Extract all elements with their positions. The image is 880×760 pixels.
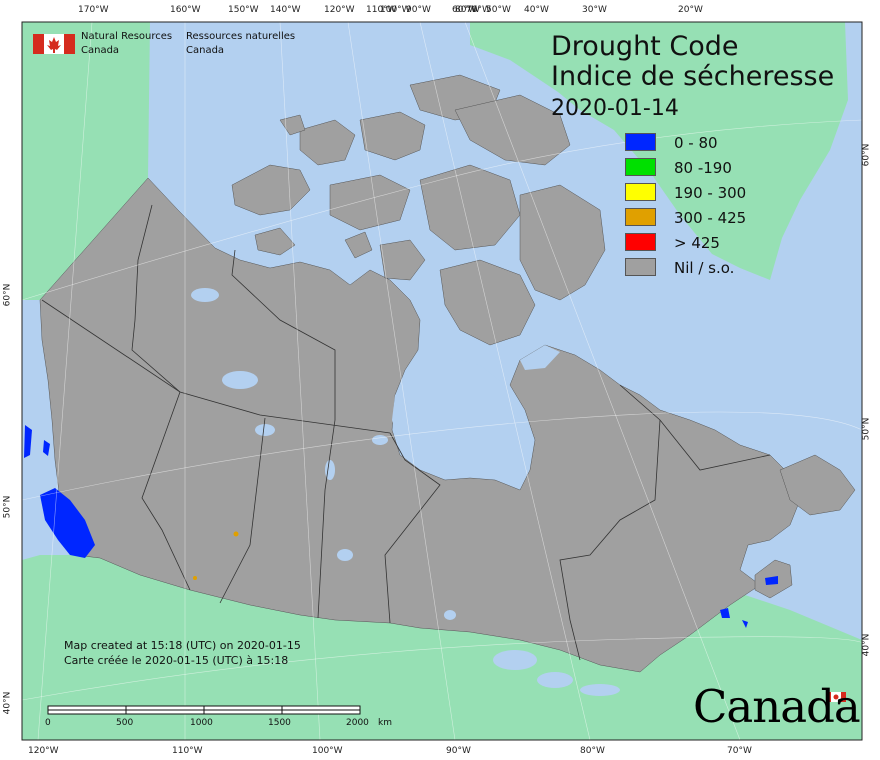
agency-english-line2: Canada	[81, 45, 120, 56]
canada-wordmark: Canada	[693, 680, 861, 733]
legend-item: > 425	[625, 233, 825, 253]
legend-label: 0 - 80	[674, 134, 718, 152]
drought-spot	[193, 576, 197, 580]
legend-label: 80 -190	[674, 159, 732, 177]
map-title: Drought Code Indice de sécheresse 2020-0…	[551, 32, 834, 124]
water-bodies	[191, 288, 620, 696]
top-longitude-label: 70°W	[466, 5, 491, 15]
top-longitude-label: 120°W	[324, 5, 355, 15]
usa-land	[22, 555, 862, 740]
top-longitude-label: 30°W	[582, 5, 607, 15]
borders	[41, 204, 771, 661]
bottom-longitude-label: 100°W	[312, 746, 343, 756]
top-longitude-label: 80°W	[455, 5, 480, 15]
canada-mainland	[39, 177, 801, 673]
top-longitude-label: 110°W	[366, 5, 397, 15]
legend-swatch	[625, 208, 656, 226]
greenland-land	[470, 22, 848, 280]
legend-label: > 425	[674, 234, 720, 252]
legend-label: Nil / s.o.	[674, 259, 735, 277]
scale-label: 2000	[346, 718, 369, 728]
legend-item: 300 - 425	[625, 208, 825, 228]
scale-label: 500	[116, 718, 134, 728]
top-longitude-label: 140°W	[270, 5, 301, 15]
drought-spot	[233, 531, 239, 537]
bottom-longitude-label: 70°W	[727, 746, 752, 756]
map-date: 2020-01-14	[551, 96, 679, 121]
top-longitude-label: 40°W	[524, 5, 549, 15]
top-longitude-label: 150°W	[228, 5, 259, 15]
alaska-land	[22, 22, 150, 300]
legend-swatch	[625, 258, 656, 276]
drought-class-0-80	[24, 425, 778, 628]
map-credit: Map created at 15:18 (UTC) on 2020-01-15…	[64, 638, 301, 668]
legend-label: 190 - 300	[674, 184, 747, 202]
bottom-longitude-label: 80°W	[580, 746, 605, 756]
legend-label: 300 - 425	[674, 209, 747, 227]
wordmark-flag-icon	[826, 692, 846, 702]
bottom-longitude-label: 110°W	[172, 746, 203, 756]
agency-french-line1: Ressources naturelles	[186, 31, 296, 42]
map-frame	[21, 21, 863, 741]
legend-swatch	[625, 158, 656, 176]
title-english: Drought Code	[551, 31, 739, 62]
top-longitude-label: 160°W	[170, 5, 201, 15]
left-latitude-label: 40°N	[2, 691, 13, 715]
left-latitude-label: 60°N	[2, 283, 13, 307]
canada-flag-icon	[33, 34, 75, 54]
scale-unit: km	[378, 718, 392, 728]
top-longitude-label: 100°W	[380, 5, 411, 15]
legend-swatch	[625, 133, 656, 151]
credit-english: Map created at 15:18 (UTC) on 2020-01-15	[64, 639, 301, 652]
bottom-longitude-label: 120°W	[28, 746, 59, 756]
top-longitude-label: 20°W	[678, 5, 703, 15]
right-latitude-label: 40°N	[861, 633, 872, 657]
arctic-islands	[231, 74, 606, 346]
scale-label: 1500	[268, 718, 291, 728]
top-longitude-label: 170°W	[78, 5, 109, 15]
legend-swatch	[625, 183, 656, 201]
agency-french-line2: Canada	[186, 45, 225, 56]
legend-item: 190 - 300	[625, 183, 825, 203]
legend-item: 0 - 80	[625, 133, 825, 153]
top-longitude-label: 60°W	[452, 5, 477, 15]
graticule	[21, 21, 867, 741]
agency-english-line1: Natural Resources	[81, 31, 173, 42]
scale-bar	[47, 705, 361, 715]
top-longitude-label: 50°W	[486, 5, 511, 15]
scale-label: 0	[45, 718, 51, 728]
legend-item: Nil / s.o.	[625, 258, 825, 278]
legend-item: 80 -190	[625, 158, 825, 178]
right-latitude-label: 50°N	[861, 417, 872, 441]
top-longitude-label: 90°W	[406, 5, 431, 15]
title-french: Indice de sécheresse	[551, 61, 835, 92]
left-latitude-label: 50°N	[2, 495, 13, 519]
bottom-longitude-label: 90°W	[446, 746, 471, 756]
scale-label: 1000	[190, 718, 213, 728]
right-latitude-label: 60°N	[861, 143, 872, 167]
credit-french: Carte créée le 2020-01-15 (UTC) à 15:18	[64, 654, 289, 667]
legend-swatch	[625, 233, 656, 251]
